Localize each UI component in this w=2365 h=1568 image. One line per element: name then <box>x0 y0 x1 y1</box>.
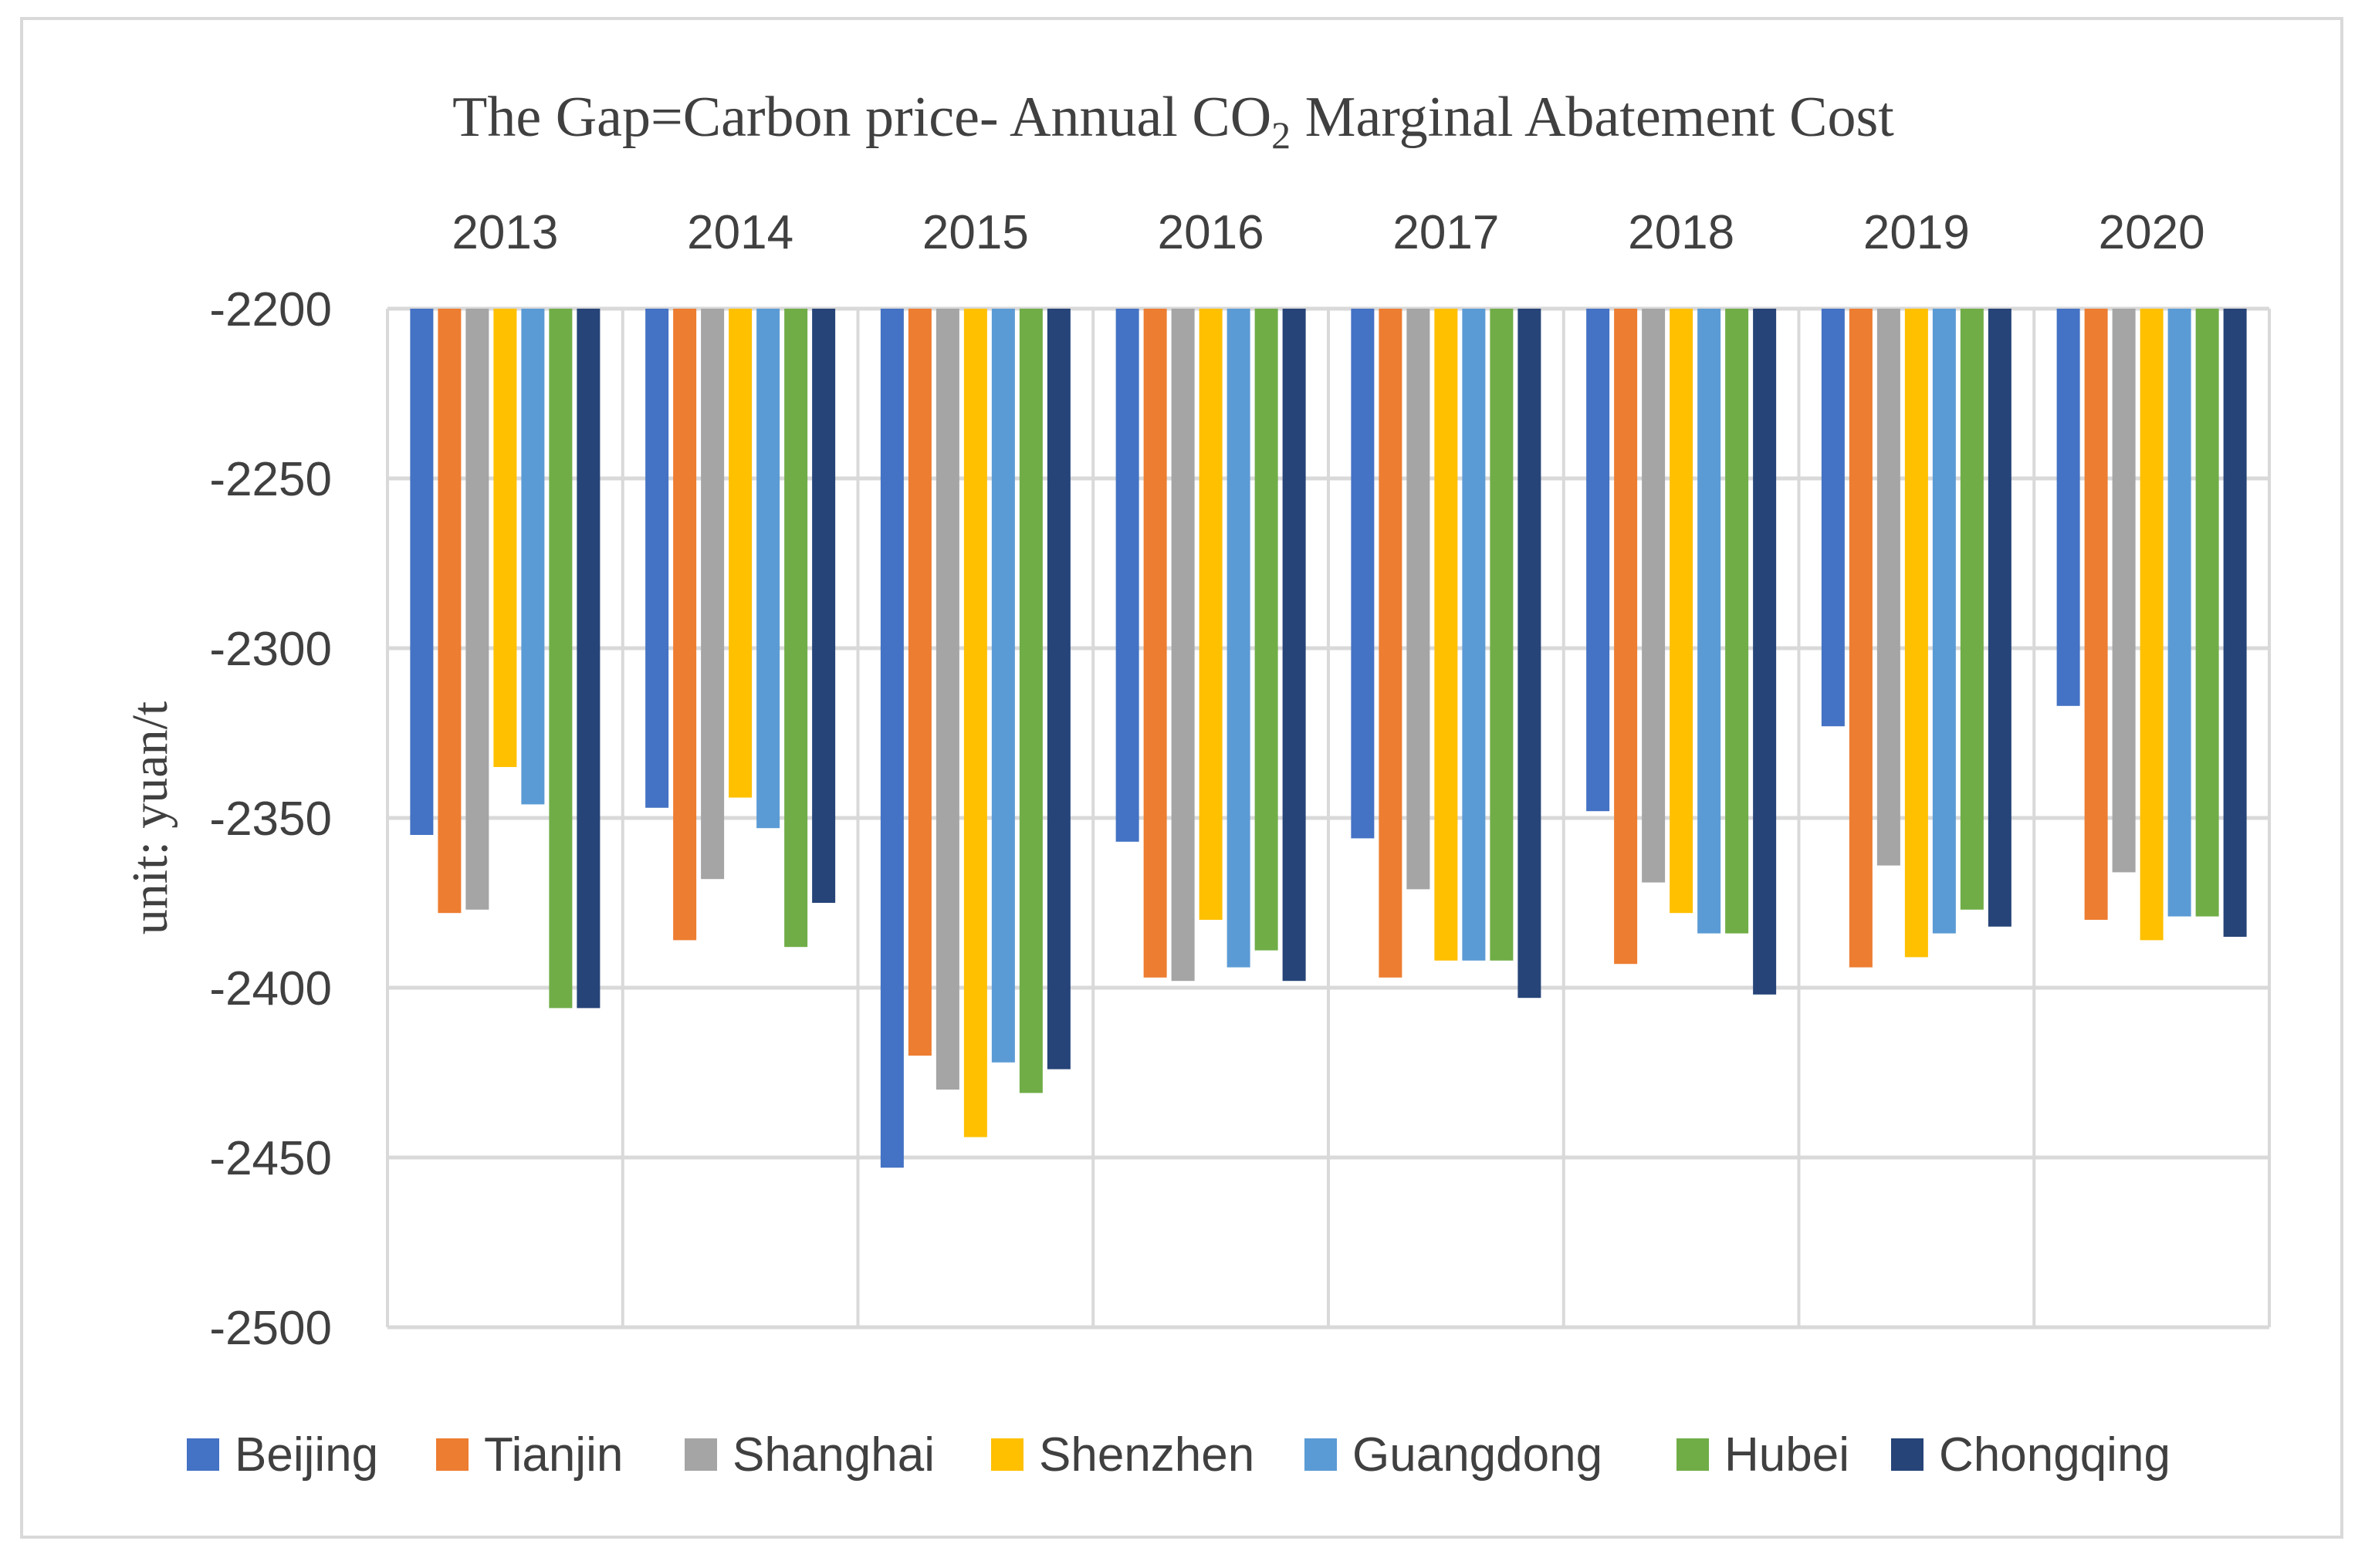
bar-chongqing-2017 <box>1517 309 1541 999</box>
y-tick-label: -2200 <box>209 283 332 336</box>
bar-hubei-2018 <box>1725 309 1749 934</box>
bar-hubei-2014 <box>784 309 808 948</box>
bar-chongqing-2014 <box>812 309 836 903</box>
x-tick-label: 2017 <box>1392 206 1499 259</box>
bar-guangdong-2016 <box>1226 309 1250 968</box>
legend-label-guangdong: Guangdong <box>1352 1428 1602 1482</box>
x-tick-label: 2013 <box>452 206 558 259</box>
x-tick-label: 2016 <box>1158 206 1264 259</box>
legend-swatch-tianjin <box>436 1438 469 1471</box>
bar-guangdong-2013 <box>521 309 545 805</box>
legend-label-beijing: Beijing <box>235 1428 378 1482</box>
bar-chongqing-2016 <box>1282 309 1306 982</box>
bar-chongqing-2018 <box>1753 309 1777 995</box>
y-tick-label: -2250 <box>209 453 332 506</box>
bar-beijing-2020 <box>2056 309 2080 706</box>
legend-swatch-guangdong <box>1304 1438 1337 1471</box>
bar-hubei-2013 <box>549 309 573 1009</box>
legend-label-chongqing: Chongqing <box>1939 1428 2170 1482</box>
bar-hubei-2017 <box>1490 309 1514 961</box>
bar-shanghai-2019 <box>1876 309 1900 866</box>
legend: Beijing Tianjin Shanghai Shenzhen Guangdong H… <box>187 1428 2170 1482</box>
y-tick-label: -2400 <box>209 962 332 1015</box>
bar-beijing-2013 <box>410 309 434 835</box>
bar-beijing-2017 <box>1351 309 1375 839</box>
legend-swatch-shenzhen <box>991 1438 1023 1471</box>
gridlines <box>386 306 2271 1330</box>
bar-guangdong-2019 <box>1932 309 1956 934</box>
bar-beijing-2019 <box>1821 309 1845 727</box>
legend-label-shenzhen: Shenzhen <box>1039 1428 1254 1482</box>
bar-hubei-2015 <box>1019 309 1043 1093</box>
bar-shenzhen-2016 <box>1199 309 1223 920</box>
bar-shenzhen-2017 <box>1434 309 1458 961</box>
bar-hubei-2019 <box>1960 309 1984 910</box>
bar-chongqing-2020 <box>2223 309 2247 937</box>
bar-tianjin-2018 <box>1614 309 1638 965</box>
x-tick-label: 2015 <box>922 206 1029 259</box>
bars <box>410 309 2247 1168</box>
bar-shenzhen-2020 <box>2140 309 2164 941</box>
bar-tianjin-2020 <box>2084 309 2108 920</box>
x-tick-label: 2019 <box>1863 206 1970 259</box>
bar-tianjin-2019 <box>1849 309 1873 968</box>
y-tick-label: -2300 <box>209 623 332 676</box>
legend-swatch-hubei <box>1676 1438 1709 1471</box>
legend-label-shanghai: Shanghai <box>733 1428 935 1482</box>
bar-shenzhen-2013 <box>493 309 517 767</box>
bar-shanghai-2020 <box>2112 309 2136 873</box>
x-tick-label: 2014 <box>687 206 793 259</box>
bar-guangdong-2014 <box>756 309 780 829</box>
bar-shanghai-2017 <box>1406 309 1430 890</box>
bar-shanghai-2015 <box>936 309 959 1090</box>
bar-chongqing-2019 <box>1988 309 2011 927</box>
x-tick-label: 2018 <box>1628 206 1734 259</box>
bar-guangdong-2018 <box>1697 309 1721 934</box>
legend-label-hubei: Hubei <box>1724 1428 1849 1482</box>
y-tick-label: -2500 <box>209 1302 332 1355</box>
x-axis-labels: 2013 2014 2015 2016 2017 2018 2019 2020 <box>452 206 2204 259</box>
legend-swatch-shanghai <box>685 1438 717 1471</box>
chart-title: The Gap=Carbon price- Annual CO2 Margina… <box>452 86 1894 157</box>
bar-chongqing-2013 <box>577 309 601 1009</box>
bar-shanghai-2014 <box>701 309 725 880</box>
legend-label-tianjin: Tianjin <box>484 1428 623 1482</box>
bar-guangdong-2015 <box>991 309 1015 1063</box>
bar-guangdong-2020 <box>2167 309 2191 917</box>
bar-shenzhen-2018 <box>1670 309 1693 914</box>
y-tick-label: -2350 <box>209 792 332 846</box>
bar-hubei-2016 <box>1254 309 1278 951</box>
legend-swatch-beijing <box>187 1438 219 1471</box>
bar-shanghai-2013 <box>465 309 489 910</box>
bar-shenzhen-2019 <box>1904 309 1928 958</box>
bar-beijing-2015 <box>880 309 904 1168</box>
y-tick-label: -2450 <box>209 1132 332 1185</box>
bar-tianjin-2015 <box>908 309 932 1056</box>
bar-tianjin-2016 <box>1143 309 1167 978</box>
bar-tianjin-2014 <box>673 309 697 941</box>
legend-swatch-chongqing <box>1891 1438 1923 1471</box>
bar-tianjin-2013 <box>438 309 462 914</box>
bar-beijing-2016 <box>1115 309 1139 842</box>
bar-beijing-2014 <box>645 309 669 808</box>
bar-shenzhen-2014 <box>729 309 753 798</box>
y-axis-label: unit: yuan/t <box>122 701 178 934</box>
bar-tianjin-2017 <box>1379 309 1402 978</box>
bar-shanghai-2016 <box>1171 309 1195 982</box>
bar-guangdong-2017 <box>1462 309 1486 961</box>
bar-chongqing-2015 <box>1047 309 1071 1070</box>
bar-shanghai-2018 <box>1642 309 1666 883</box>
y-axis-labels: -2200 -2250 -2300 -2350 -2400 -2450 -2500 <box>209 283 332 1355</box>
x-tick-label: 2020 <box>2099 206 2205 259</box>
bar-shenzhen-2015 <box>963 309 987 1137</box>
bar-beijing-2018 <box>1586 309 1610 812</box>
bar-hubei-2020 <box>2195 309 2219 917</box>
